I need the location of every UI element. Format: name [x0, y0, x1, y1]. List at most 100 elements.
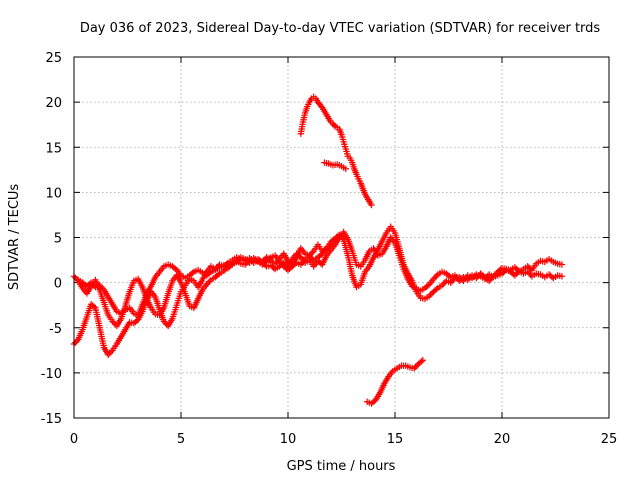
data-point	[319, 250, 326, 257]
data-point	[224, 264, 232, 272]
y-tick-label: 20	[45, 96, 62, 111]
x-tick-label: 20	[494, 432, 511, 447]
data-point	[433, 272, 440, 280]
data-point	[327, 241, 334, 248]
data-point	[419, 357, 427, 364]
data-point	[368, 201, 375, 209]
data-point	[323, 246, 330, 253]
data-point	[487, 276, 494, 283]
data-point	[204, 279, 212, 287]
data-point	[497, 266, 504, 273]
data-point	[110, 319, 118, 327]
data-series	[70, 93, 566, 407]
data-point	[433, 286, 440, 293]
data-point	[490, 273, 497, 280]
data-point	[242, 261, 249, 268]
data-point	[189, 269, 196, 277]
chart-title: Day 036 of 2023, Sidereal Day-to-day VTE…	[80, 21, 601, 36]
data-point	[411, 365, 418, 372]
data-point	[448, 277, 456, 285]
series-trace-3	[75, 241, 334, 320]
data-point	[109, 318, 116, 325]
y-tick-label: -15	[41, 412, 62, 427]
data-point	[105, 351, 112, 359]
data-point	[243, 259, 250, 267]
series-trace-5	[321, 159, 349, 173]
data-point	[226, 263, 233, 270]
y-tick-labels: -15 -10 -5 0 5 10 15 20 25	[41, 51, 62, 427]
data-point	[220, 267, 227, 275]
y-tick-label: -5	[49, 322, 62, 337]
x-tick-labels: 0 5 10 15 20 25	[70, 432, 617, 447]
data-point	[227, 261, 235, 269]
data-point	[426, 292, 433, 300]
data-point	[418, 358, 425, 365]
data-point	[474, 273, 481, 280]
y-tick-label: 25	[45, 51, 62, 66]
data-point	[73, 337, 81, 345]
x-tick-label: 15	[387, 432, 404, 447]
data-point	[558, 261, 566, 268]
data-point	[320, 249, 327, 256]
data-point	[72, 339, 79, 346]
data-point	[324, 244, 332, 251]
data-point	[473, 274, 480, 282]
data-point	[106, 350, 113, 357]
x-tick-label: 5	[177, 432, 185, 447]
data-point	[271, 260, 279, 267]
data-point	[214, 271, 222, 279]
data-point	[488, 274, 496, 282]
y-tick-label: 10	[45, 186, 62, 201]
data-point	[440, 280, 447, 288]
data-point	[465, 275, 473, 282]
data-point	[133, 317, 140, 325]
data-point	[430, 275, 437, 283]
data-point	[427, 291, 434, 298]
data-point	[266, 255, 273, 262]
x-axis-label: GPS time / hours	[287, 459, 396, 474]
data-point	[431, 274, 439, 281]
y-tick-label: 15	[45, 141, 62, 156]
data-point	[447, 279, 454, 286]
grid-lines	[74, 57, 609, 418]
data-point	[162, 319, 169, 327]
data-point	[524, 268, 531, 275]
data-point	[527, 265, 534, 272]
data-point	[485, 277, 493, 285]
series-trace-6	[363, 357, 427, 407]
data-point	[309, 249, 316, 256]
data-point	[206, 278, 213, 285]
data-point	[172, 265, 179, 272]
y-tick-label: 0	[54, 277, 62, 292]
x-tick-label: 10	[280, 432, 297, 447]
x-tick-label: 0	[70, 432, 78, 447]
y-axis-label: SDTVAR / TECUs	[7, 184, 22, 291]
data-point	[107, 348, 115, 356]
data-point	[97, 283, 105, 291]
data-point	[90, 282, 98, 289]
data-point	[491, 271, 499, 279]
data-point	[89, 280, 96, 288]
data-point	[253, 257, 260, 264]
data-point	[513, 265, 520, 272]
plot-frame	[73, 56, 610, 419]
data-point	[326, 243, 333, 250]
data-point	[244, 258, 252, 265]
data-point	[296, 252, 303, 260]
data-point	[73, 276, 81, 283]
data-point	[558, 273, 566, 280]
data-point	[203, 281, 210, 288]
data-point	[160, 318, 168, 325]
data-point	[441, 279, 449, 286]
data-point	[321, 247, 329, 254]
data-point	[120, 307, 128, 315]
data-point	[99, 285, 106, 292]
y-tick-label: 5	[54, 232, 62, 247]
data-point	[330, 121, 338, 129]
data-point	[464, 276, 471, 284]
y-tick-label: -10	[41, 367, 62, 382]
data-point	[342, 165, 349, 173]
data-point	[412, 363, 419, 371]
data-point	[438, 282, 446, 289]
